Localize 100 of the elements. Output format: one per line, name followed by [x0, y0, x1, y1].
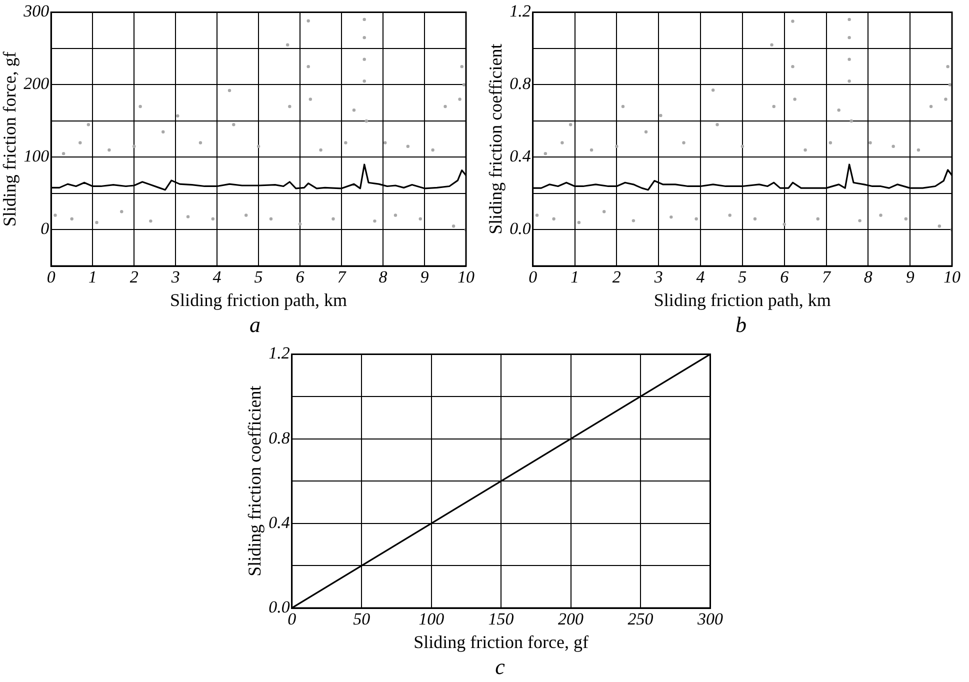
point	[176, 114, 180, 118]
point	[308, 98, 312, 101]
y-tick-label: 100	[24, 146, 50, 166]
point	[670, 215, 673, 219]
point	[373, 219, 376, 223]
point	[694, 217, 698, 220]
point	[352, 108, 356, 112]
point	[383, 141, 387, 144]
point	[770, 43, 774, 46]
x-tick-label: 7	[337, 268, 348, 287]
point	[120, 210, 124, 214]
point	[848, 36, 851, 40]
point	[850, 119, 854, 123]
point	[740, 144, 744, 148]
point	[306, 64, 310, 68]
point	[632, 219, 636, 222]
point	[362, 58, 366, 61]
point	[848, 18, 851, 22]
x-tick-label: 3	[653, 268, 663, 287]
point	[552, 217, 556, 220]
point	[848, 58, 851, 61]
text: 0.0	[268, 597, 290, 616]
point	[70, 217, 74, 220]
point	[95, 220, 98, 224]
y-tick-label: 200	[24, 74, 50, 94]
text: b	[734, 312, 748, 338]
point	[948, 83, 952, 86]
x-tick-label: 5	[254, 268, 263, 287]
text: c	[494, 654, 506, 680]
point	[198, 141, 202, 144]
point	[444, 104, 447, 108]
point	[929, 104, 933, 108]
point	[828, 141, 832, 144]
point	[332, 217, 335, 220]
x-tick-label: 4	[212, 268, 222, 287]
point	[879, 214, 882, 217]
point	[728, 214, 732, 217]
point	[108, 148, 111, 152]
point	[288, 104, 292, 108]
x-axis-title: Sliding friction path, km	[654, 290, 831, 310]
point	[716, 122, 719, 126]
point	[186, 215, 190, 218]
point	[659, 114, 662, 118]
text: 0.0	[510, 219, 531, 238]
point	[946, 64, 950, 68]
point	[711, 88, 715, 92]
point	[804, 148, 807, 152]
point	[602, 210, 606, 214]
point	[848, 79, 851, 83]
x-tick-label: 7	[822, 268, 832, 287]
point	[544, 152, 548, 156]
y-axis-title: Sliding friction coefficient	[244, 386, 265, 576]
point	[319, 148, 322, 152]
point	[256, 144, 260, 148]
point	[86, 122, 90, 126]
point	[162, 130, 165, 134]
point	[406, 144, 410, 148]
point	[78, 141, 82, 144]
x-tick-label: 2	[612, 268, 622, 287]
point	[306, 19, 310, 22]
point	[418, 217, 422, 220]
point	[858, 219, 862, 222]
point	[460, 64, 464, 68]
point	[791, 64, 794, 68]
point	[682, 141, 686, 144]
y-tick-label: 0.8	[268, 428, 290, 448]
y-tick-label: 1.2	[268, 344, 290, 363]
point	[644, 130, 648, 134]
point	[772, 104, 776, 108]
point	[944, 98, 948, 101]
x-tick-label: 9	[420, 268, 430, 287]
point	[892, 144, 895, 148]
y-tick-label: 1.2	[510, 2, 532, 21]
y-tick-label: 0.4	[268, 512, 290, 532]
x-tick-label: 8	[864, 268, 873, 287]
x-axis-title: Sliding friction path, km	[170, 290, 348, 310]
text: a	[248, 312, 262, 338]
point	[462, 83, 466, 86]
point	[938, 224, 942, 228]
x-tick-label: 10	[458, 268, 475, 287]
point	[132, 144, 136, 148]
point	[904, 217, 908, 220]
x-tick-label: 200	[558, 610, 584, 629]
x-tick-label: 1	[88, 268, 97, 287]
point	[244, 214, 248, 217]
point	[621, 104, 625, 108]
x-tick-label: 3	[170, 268, 180, 287]
x-tick-label: 8	[378, 268, 388, 287]
point	[62, 152, 66, 156]
point	[791, 20, 794, 23]
point	[837, 108, 840, 112]
x-tick-label: 1	[570, 268, 580, 287]
x-tick-label: 6	[296, 268, 305, 287]
point	[269, 217, 273, 220]
x-tick-label: 6	[780, 268, 790, 287]
point	[590, 148, 594, 152]
point	[816, 217, 820, 220]
x-tick-label: 50	[353, 610, 371, 629]
point	[362, 36, 366, 40]
y-axis-title: Sliding friction coefficient	[486, 44, 506, 234]
